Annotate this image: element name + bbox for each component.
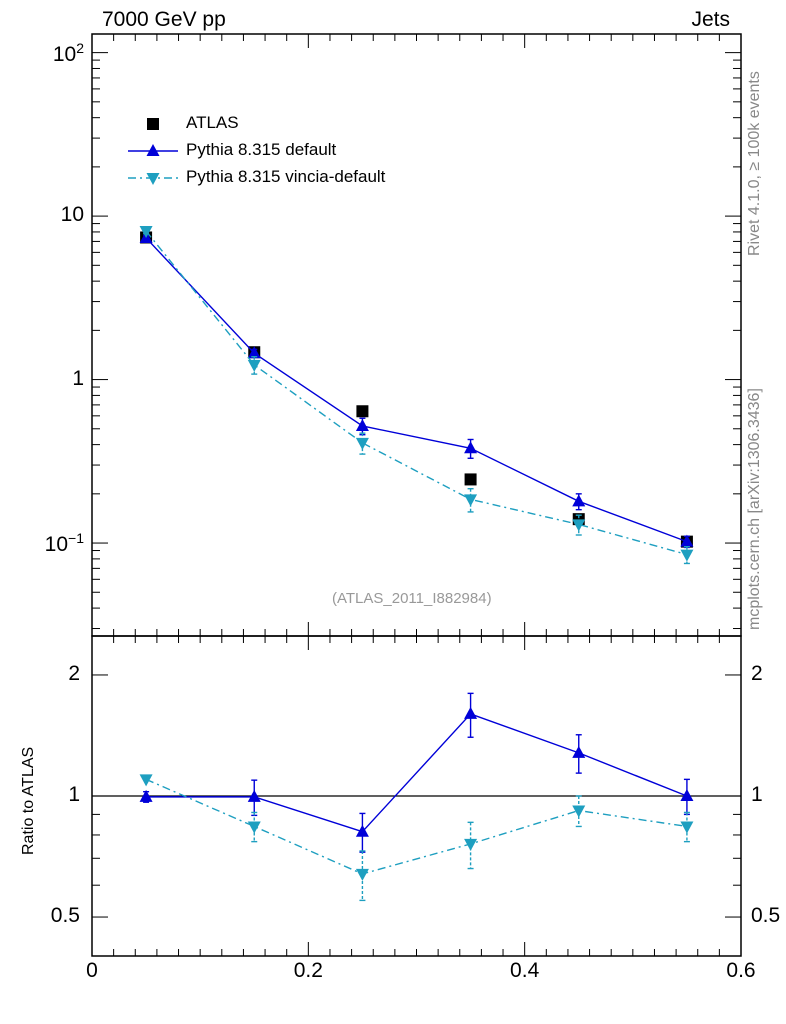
main-vincia-point	[680, 549, 694, 562]
x-tick-label-2: 0.4	[510, 959, 540, 982]
ratio-vincia-point	[680, 821, 694, 834]
main-vincia-point	[247, 359, 261, 372]
main-vincia-line	[145, 230, 688, 556]
x-tick-label-3: 0.6	[726, 959, 756, 982]
main-y-tick-label-1: 10	[60, 203, 84, 227]
ratio-default-point	[247, 789, 261, 802]
main-default-point	[680, 534, 694, 547]
main-y-tick-label-0: 102	[52, 39, 84, 66]
ratio-y-tick-label-right-2: 0.5	[751, 904, 781, 928]
analysis-id-label: (ATLAS_2011_I882984)	[332, 590, 492, 607]
main-default-point	[464, 441, 478, 454]
ratio-y-tick-label-left-0: 2	[68, 661, 80, 685]
main-default-point	[355, 418, 369, 431]
ratio-default-point	[680, 789, 694, 801]
ratio-vincia-point	[139, 774, 153, 787]
collision-energy-label: 7000 GeV pp	[102, 8, 226, 31]
legend-label-atlas: ATLAS	[186, 113, 239, 132]
x-tick-label-0: 0	[86, 959, 98, 982]
ratio-default-point	[572, 745, 586, 758]
ratio-default-point	[464, 706, 478, 719]
main-vincia-point	[572, 519, 586, 532]
ratio-y-tick-label-left-2: 0.5	[50, 904, 80, 928]
main-default-point	[572, 494, 586, 507]
main-vincia-point	[139, 226, 153, 239]
main-plot-frame	[91, 33, 742, 637]
ratio-y-tick-label-left-1: 1	[68, 783, 80, 806]
legend-label-pythia-default: Pythia 8.315 default	[186, 140, 337, 159]
main-y-tick-label-2: 1	[72, 366, 84, 390]
legend-marker-atlas	[147, 118, 159, 130]
legend-marker-vincia	[146, 173, 160, 185]
ratio-default-point	[355, 824, 369, 837]
main-default-line	[145, 237, 688, 543]
ratio-vincia-line	[145, 778, 688, 875]
ratio-vincia-point	[355, 868, 369, 881]
ratio-default-line	[146, 713, 688, 833]
ratio-y-tick-label-right-0: 2	[751, 661, 763, 685]
ratio-vincia-point	[247, 821, 261, 834]
main-y-tick-label-3: 10−1	[44, 530, 84, 557]
main-vincia-point	[355, 437, 369, 450]
main-vincia-point	[464, 494, 478, 507]
main-atlas-point	[356, 405, 369, 418]
main-default-point	[247, 346, 261, 359]
x-tick-label-1: 0.2	[293, 959, 323, 982]
main-atlas-point	[464, 473, 477, 486]
ratio-vincia-point	[572, 805, 586, 818]
ratio-y-tick-label-right-1: 1	[751, 783, 763, 806]
observable-category-label: Jets	[691, 8, 730, 31]
ratio-default-point	[139, 789, 153, 802]
ratio-vincia-point	[464, 838, 478, 851]
legend-label-pythia-vincia: Pythia 8.315 vincia-default	[186, 167, 386, 186]
legend-marker-default	[146, 144, 160, 156]
